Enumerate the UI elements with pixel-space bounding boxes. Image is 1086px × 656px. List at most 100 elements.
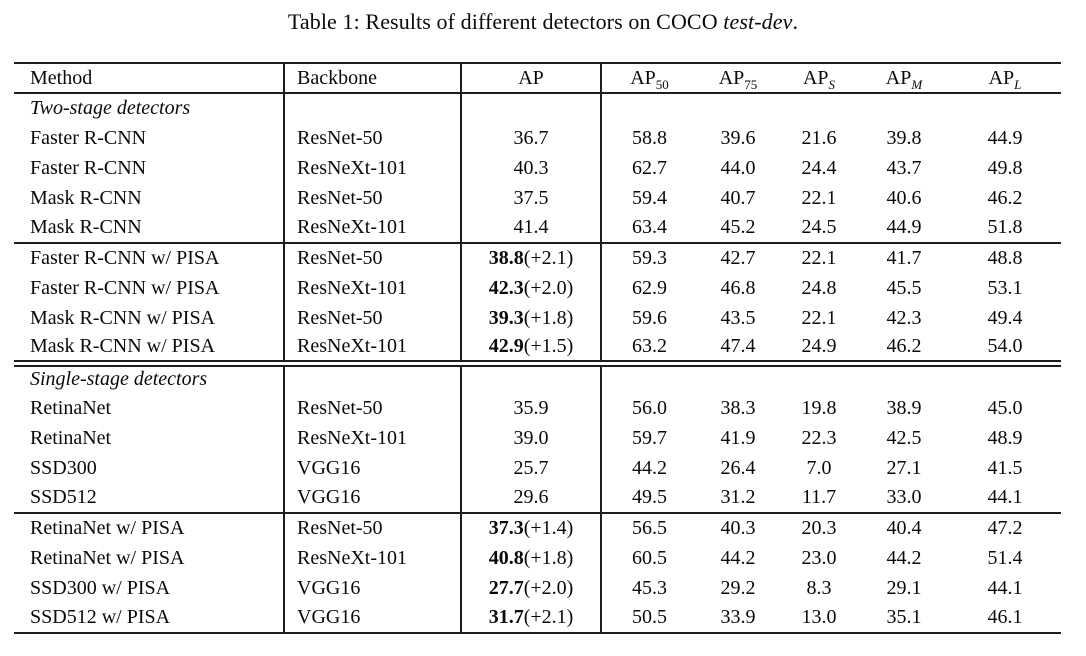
aps-cell: 22.1 (801, 247, 837, 269)
table-row: RetinaNet ResNeXt-101 39.0 59.7 41.9 22.… (14, 423, 1061, 453)
backbone-cell: ResNet-50 (284, 123, 462, 153)
backbone-cell: ResNet-50 (284, 303, 462, 333)
ap-cell: 39.3(+1.8) (461, 303, 602, 333)
ap-cell: 35.9 (461, 393, 602, 423)
ap-cell: 37.5 (461, 183, 602, 213)
ap75-cell: 39.6 (720, 126, 756, 149)
table-row: Mask R-CNN w/ PISA ResNeXt-101 42.9(+1.5… (14, 333, 1061, 363)
ap50-cell: 63.2 (632, 334, 667, 357)
apl-cell: 51.8 (987, 216, 1023, 238)
ap75-cell: 45.2 (720, 216, 756, 238)
column-header-aps: APS (802, 66, 836, 92)
aps-cell: 23.0 (801, 546, 837, 569)
apl-cell: 45.0 (987, 396, 1023, 419)
ap75-cell: 43.5 (720, 306, 756, 329)
ap50-cell: 62.7 (632, 156, 667, 179)
aps-cell: 22.1 (801, 306, 837, 329)
backbone-cell: ResNet-50 (284, 513, 462, 543)
ap50-cell: 45.3 (632, 576, 667, 599)
ap75-cell: 33.9 (720, 606, 756, 628)
table-row: Faster R-CNN w/ PISA ResNet-50 38.8(+2.1… (14, 243, 1061, 273)
ap50-cell: 56.0 (632, 396, 667, 419)
ap-cell: 39.0 (461, 423, 602, 453)
apm-cell: 41.7 (886, 247, 922, 269)
aps-cell: 22.3 (801, 426, 837, 449)
ap50-cell: 59.4 (632, 186, 667, 209)
apl-cell: 46.2 (987, 186, 1023, 209)
backbone-cell: VGG16 (284, 573, 462, 603)
aps-cell: 13.0 (801, 606, 837, 628)
table-row: SSD300 w/ PISA VGG16 27.7(+2.0) 45.3 29.… (14, 573, 1061, 603)
ap75-cell: 41.9 (720, 426, 756, 449)
ap50-cell: 63.4 (632, 216, 667, 238)
ap-cell: 27.7(+2.0) (461, 573, 602, 603)
method-cell: Faster R-CNN (14, 123, 285, 153)
table-row: Faster R-CNN w/ PISA ResNeXt-101 42.3(+2… (14, 273, 1061, 303)
table-row: Faster R-CNN ResNeXt-101 40.3 62.7 44.0 … (14, 153, 1061, 183)
ap-cell: 42.9(+1.5) (461, 333, 602, 363)
backbone-cell: ResNeXt-101 (284, 423, 462, 453)
ap50-cell: 60.5 (632, 546, 667, 569)
aps-cell: 7.0 (806, 456, 832, 479)
apl-cell: 51.4 (987, 546, 1023, 569)
table-caption: Table 1: Results of different detectors … (0, 9, 1086, 35)
column-header-method: Method (14, 63, 285, 93)
ap-cell: 31.7(+2.1) (461, 603, 602, 633)
ap50-cell: 56.5 (632, 517, 667, 539)
apm-cell: 40.4 (886, 517, 922, 539)
aps-cell: 22.1 (801, 186, 837, 209)
apl-cell: 44.9 (987, 126, 1023, 149)
table-row: SSD512 w/ PISA VGG16 31.7(+2.1) 50.5 33.… (14, 603, 1061, 633)
method-cell: RetinaNet (14, 393, 285, 423)
aps-cell: 8.3 (806, 576, 832, 599)
method-cell: Faster R-CNN (14, 153, 285, 183)
apm-cell: 39.8 (886, 126, 922, 149)
ap50-cell: 59.6 (632, 306, 667, 329)
aps-cell: 24.8 (801, 276, 837, 299)
backbone-cell: VGG16 (284, 603, 462, 633)
results-table: Method Backbone AP AP50 AP75 APS APM APL… (14, 62, 1061, 634)
caption-text: Table 1: Results of different detectors … (287, 9, 724, 34)
ap75-cell: 44.0 (720, 156, 756, 179)
apl-cell: 54.0 (987, 334, 1023, 357)
ap-cell: 25.7 (461, 453, 602, 483)
apl-cell: 49.4 (987, 306, 1023, 329)
apl-cell: 48.9 (987, 426, 1023, 449)
apl-cell: 47.2 (987, 517, 1023, 539)
ap-cell: 41.4 (461, 213, 602, 243)
apm-cell: 38.9 (886, 396, 922, 419)
table-row: RetinaNet w/ PISA ResNeXt-101 40.8(+1.8)… (14, 543, 1061, 573)
ap75-cell: 47.4 (720, 334, 756, 357)
method-cell: RetinaNet (14, 423, 285, 453)
method-cell: Mask R-CNN (14, 183, 285, 213)
column-header-apm: APM (885, 66, 923, 92)
ap-cell: 38.8(+2.1) (461, 243, 602, 273)
table-header-row: Method Backbone AP AP50 AP75 APS APM APL (14, 63, 1061, 93)
ap-cell: 29.6 (461, 483, 602, 513)
ap-cell: 42.3(+2.0) (461, 273, 602, 303)
table-row: Mask R-CNN ResNeXt-101 41.4 63.4 45.2 24… (14, 213, 1061, 243)
method-cell: RetinaNet w/ PISA (14, 543, 285, 573)
apl-cell: 44.1 (987, 486, 1023, 508)
method-cell: RetinaNet w/ PISA (14, 513, 285, 543)
backbone-cell: ResNeXt-101 (284, 213, 462, 243)
apm-cell: 44.2 (886, 546, 922, 569)
aps-cell: 20.3 (801, 517, 837, 539)
aps-cell: 11.7 (801, 486, 837, 508)
caption-emphasis: test-dev (723, 9, 793, 34)
apm-cell: 35.1 (886, 606, 922, 628)
apm-cell: 43.7 (886, 156, 922, 179)
method-cell: Mask R-CNN w/ PISA (14, 333, 285, 363)
apl-cell: 53.1 (987, 276, 1023, 299)
apm-cell: 45.5 (886, 276, 922, 299)
table-row: Mask R-CNN w/ PISA ResNet-50 39.3(+1.8) … (14, 303, 1061, 333)
column-header-ap: AP (461, 63, 602, 93)
backbone-cell: ResNeXt-101 (284, 273, 462, 303)
ap-cell: 37.3(+1.4) (461, 513, 602, 543)
aps-cell: 21.6 (801, 126, 837, 149)
ap75-cell: 40.3 (720, 517, 756, 539)
apl-cell: 49.8 (987, 156, 1023, 179)
method-cell: SSD300 w/ PISA (14, 573, 285, 603)
ap75-cell: 42.7 (720, 247, 756, 269)
apm-cell: 40.6 (886, 186, 922, 209)
